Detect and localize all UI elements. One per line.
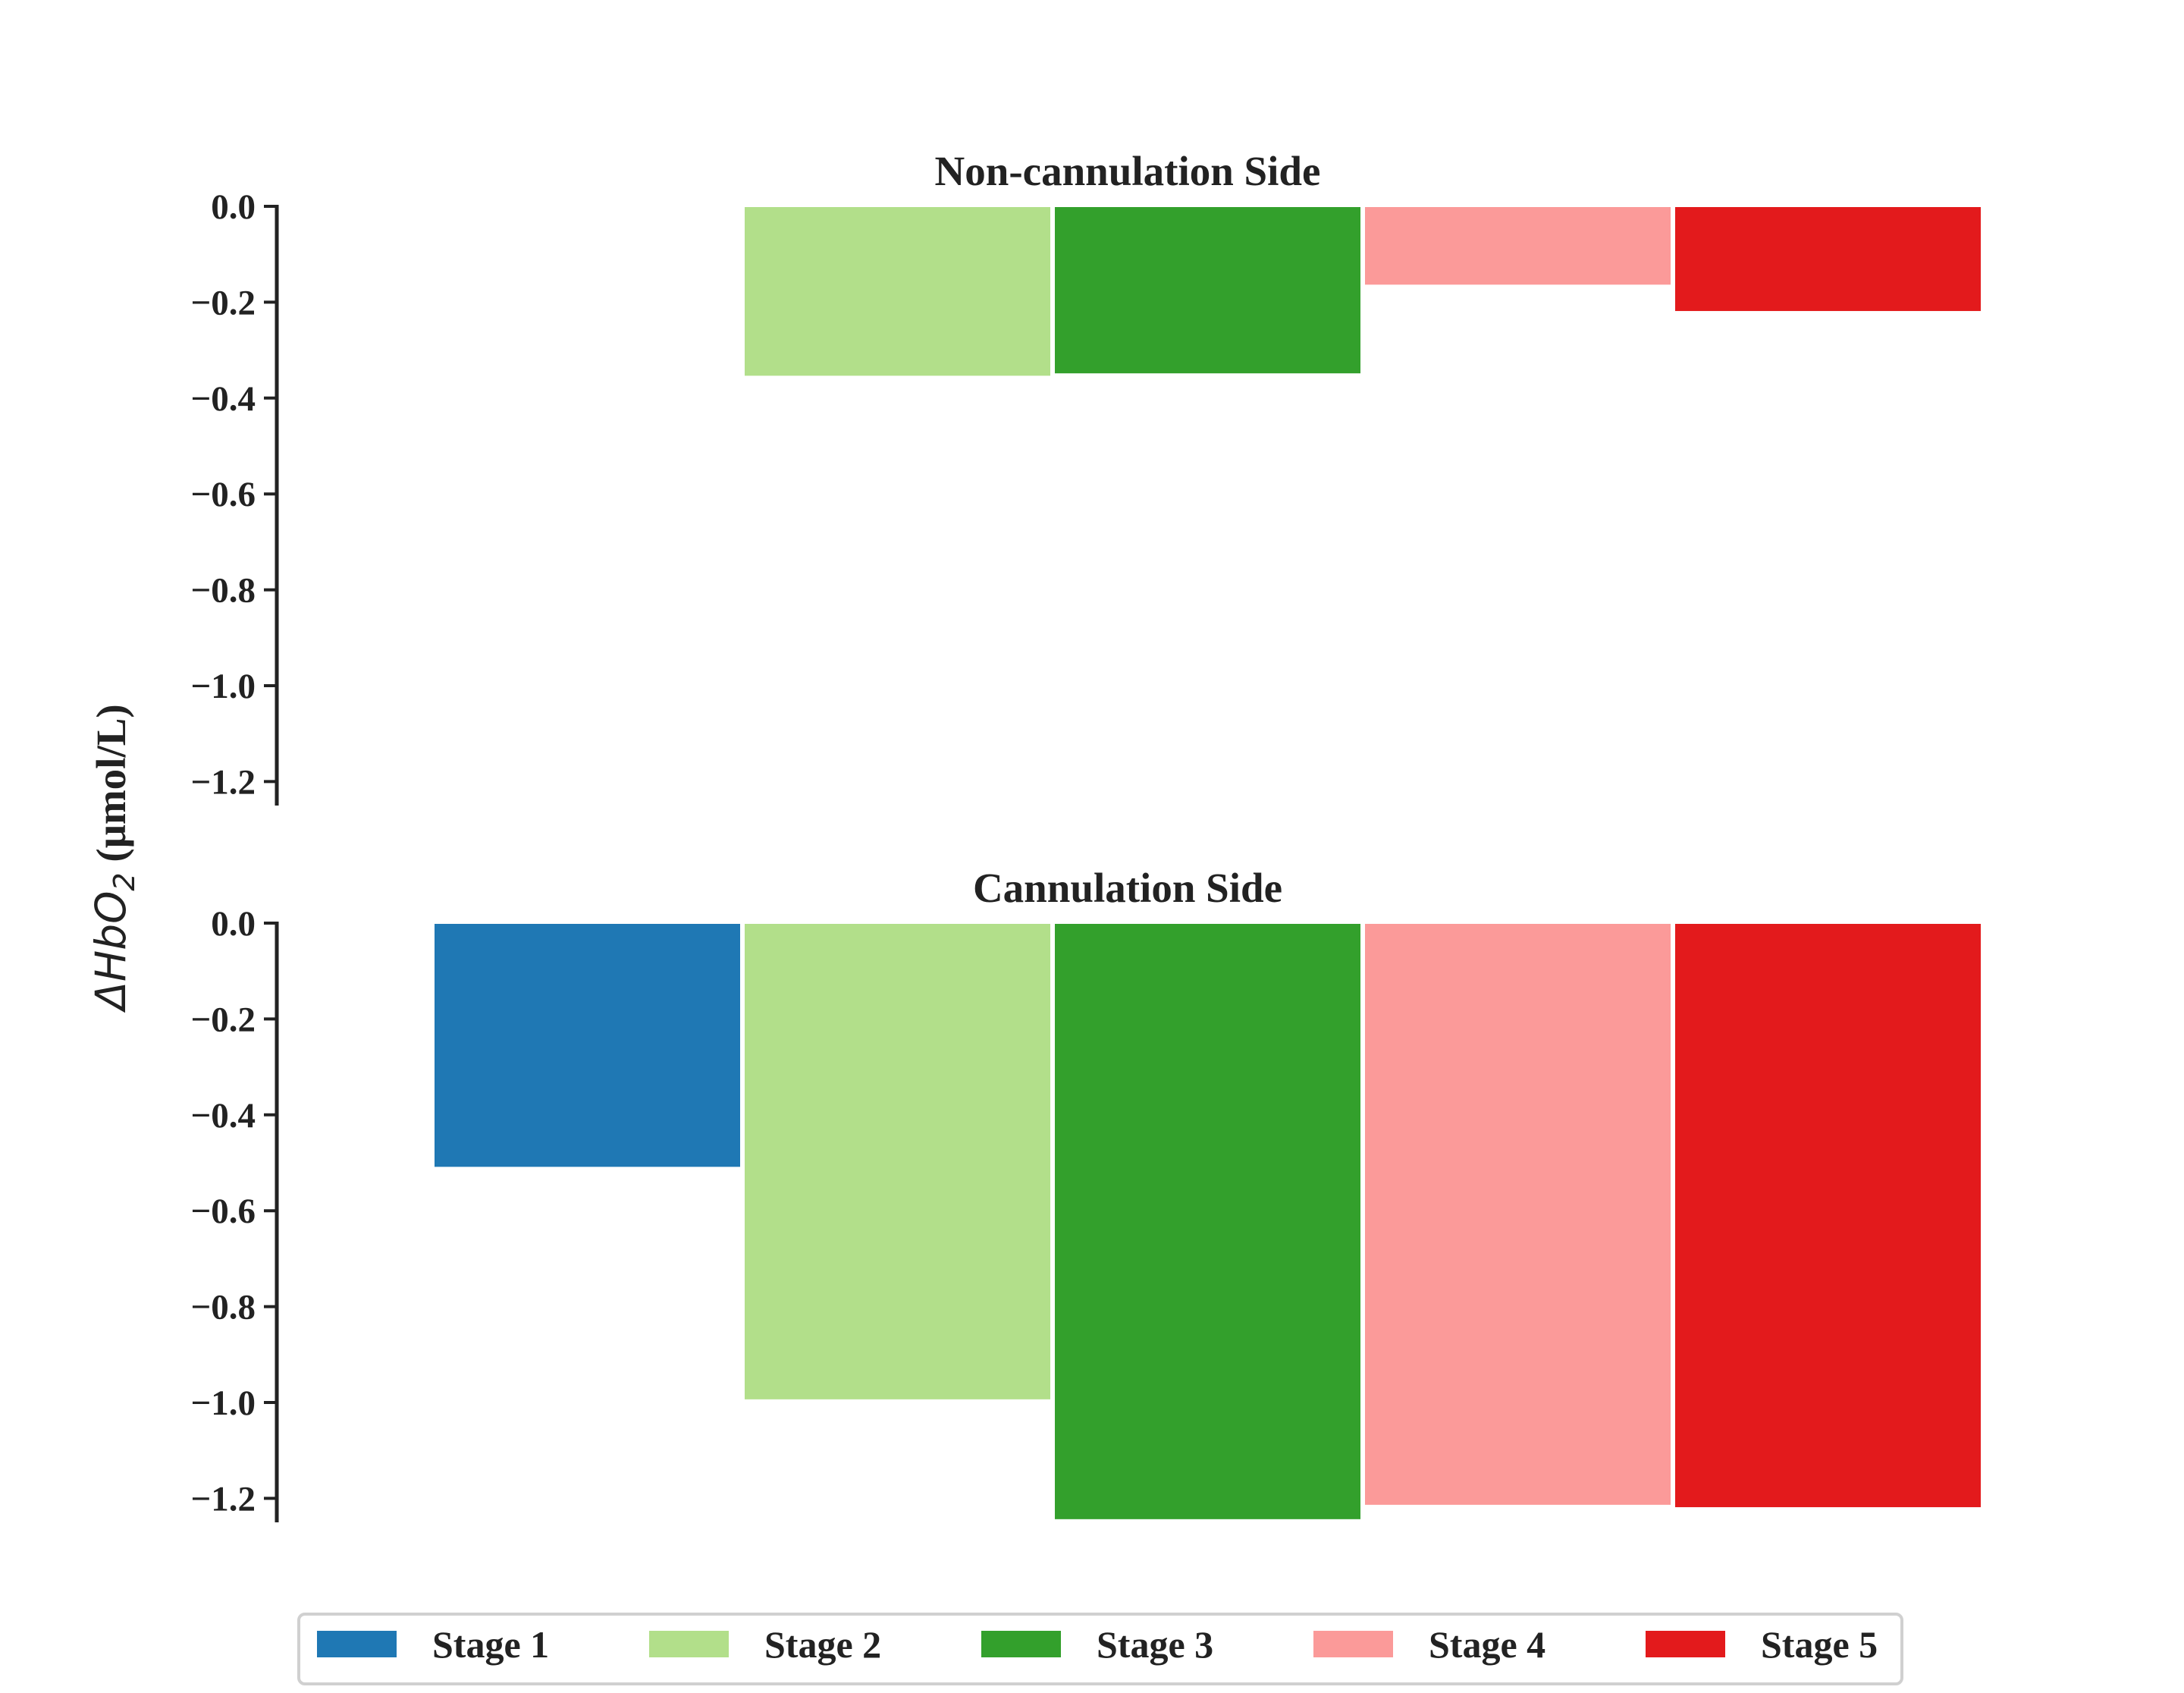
bar-stage-5 bbox=[1674, 206, 1982, 313]
y-tick-label: −1.2 bbox=[190, 762, 256, 802]
bar-stage-2 bbox=[743, 922, 1052, 1401]
legend-label-5: Stage 5 bbox=[1761, 1623, 1878, 1666]
legend-label-2: Stage 2 bbox=[764, 1623, 881, 1666]
y-axis-label: ΔHbO2 (μmol/L) bbox=[86, 704, 141, 1013]
bar-stage-2 bbox=[743, 206, 1052, 378]
y-tick-label: −0.4 bbox=[190, 1096, 256, 1135]
y-tick-label: −0.2 bbox=[190, 283, 256, 322]
y-tick-label: −0.6 bbox=[190, 475, 256, 514]
legend-swatch-1 bbox=[317, 1631, 397, 1657]
y-axis-label-symbol: ΔHbO bbox=[86, 891, 135, 1013]
bar-stage-3 bbox=[1053, 206, 1362, 375]
y-tick-label: −0.2 bbox=[190, 1000, 256, 1039]
y-tick-label: −0.4 bbox=[190, 379, 256, 419]
legend-swatch-3 bbox=[981, 1631, 1061, 1657]
y-tick-label: −1.0 bbox=[190, 1384, 256, 1423]
y-tick-label: −0.8 bbox=[190, 571, 256, 611]
panel-title: Cannulation Side bbox=[973, 865, 1282, 911]
legend-swatch-4 bbox=[1313, 1631, 1393, 1657]
bar-stage-5 bbox=[1674, 922, 1982, 1509]
y-tick-label: −1.2 bbox=[190, 1479, 256, 1519]
y-tick-label: −0.6 bbox=[190, 1192, 256, 1231]
panel-2: Cannulation Side 0.0 −0.2 −0.4 −0.6 −0.8 −1.0 −… bbox=[190, 865, 1982, 1522]
panel-title: Non-cannulation Side bbox=[935, 148, 1321, 194]
y-axis-label-units: (μmol/L) bbox=[88, 704, 134, 872]
y-tick-label: 0.0 bbox=[211, 904, 256, 944]
legend: Stage 1 Stage 2 Stage 3 Stage 4 Stage 5 bbox=[297, 1613, 1903, 1685]
legend-label-1: Stage 1 bbox=[432, 1623, 549, 1666]
y-tick-label: −1.0 bbox=[190, 667, 256, 706]
y-axis-label-subscript: 2 bbox=[108, 872, 141, 890]
legend-label-3: Stage 3 bbox=[1097, 1623, 1213, 1666]
bar-stage-4 bbox=[1363, 206, 1672, 287]
legend-swatch-5 bbox=[1646, 1631, 1725, 1657]
legend-swatch-2 bbox=[649, 1631, 729, 1657]
y-tick-label: −0.8 bbox=[190, 1288, 256, 1327]
y-tick-label: 0.0 bbox=[211, 187, 256, 227]
legend-label-4: Stage 4 bbox=[1429, 1623, 1545, 1666]
bar-stage-4 bbox=[1363, 922, 1672, 1506]
panel-1: Non-cannulation Side 0.0 −0.2 −0.4 −0.6 −0.8 −… bbox=[190, 148, 1982, 806]
bar-stage-1 bbox=[433, 922, 742, 1169]
bar-stage-3 bbox=[1053, 922, 1362, 1521]
